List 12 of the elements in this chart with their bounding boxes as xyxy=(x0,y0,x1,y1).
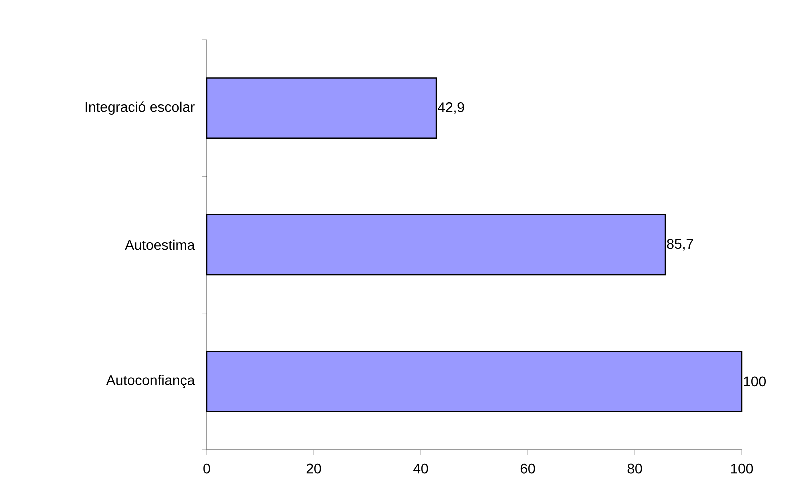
y-tick-label: Integració escolar xyxy=(86,102,195,115)
x-tick-label: 20 xyxy=(306,464,322,474)
x-tick-label: 80 xyxy=(628,464,642,474)
data-label: 85,7 xyxy=(667,239,694,251)
x-tick-label: 60 xyxy=(520,464,536,474)
data-label: 42,9 xyxy=(438,102,464,114)
y-tick-label: Autoconfiança xyxy=(106,375,196,388)
x-tick-label: 0 xyxy=(204,464,210,474)
data-label: 100 xyxy=(744,376,766,387)
x-tick-label: 40 xyxy=(414,464,428,474)
x-tick-label: 100 xyxy=(731,464,754,474)
y-tick-label: Autoestima xyxy=(125,240,196,250)
